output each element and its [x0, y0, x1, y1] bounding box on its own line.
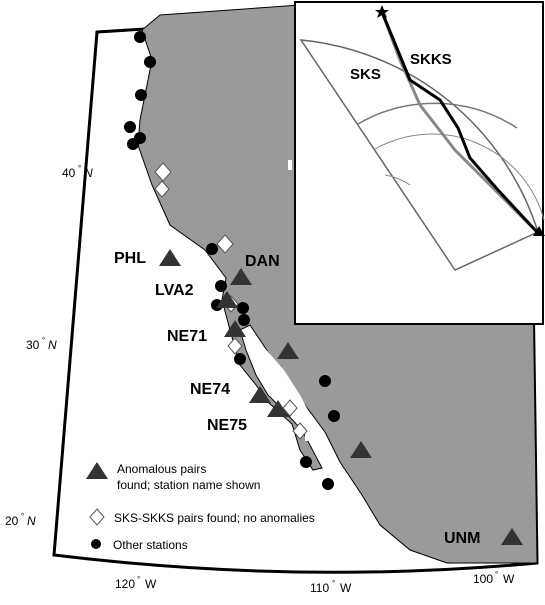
- inset-frame: [294, 1, 544, 325]
- legend-other-label: Other stations: [113, 538, 188, 552]
- diamond-marker: [154, 162, 172, 182]
- other-stations: [124, 31, 340, 490]
- station-label-phl: PHL: [114, 250, 146, 267]
- svg-text:20: 20: [5, 514, 19, 528]
- lake: [305, 432, 308, 441]
- inset-earth-sector: [299, 39, 539, 271]
- station-dot: [237, 302, 249, 314]
- svg-text:30: 30: [26, 338, 40, 352]
- svg-text:W: W: [145, 577, 157, 591]
- lat-label-30: 30 ° N: [26, 336, 57, 352]
- svg-text:°: °: [42, 336, 45, 345]
- lon-label-110: 110 ° W: [310, 579, 352, 595]
- svg-text:100: 100: [473, 572, 493, 586]
- diamond-marker: [227, 337, 243, 355]
- svg-text:N: N: [48, 338, 57, 352]
- inset-skks-label: SKKS: [410, 51, 452, 68]
- station-dot: [322, 478, 334, 490]
- svg-text:40: 40: [62, 166, 76, 180]
- station-triangle-ne75: [267, 400, 289, 417]
- inset-inner-core: [384, 174, 411, 186]
- lon-label-100: 100 ° W: [473, 570, 515, 586]
- svg-text:110: 110: [310, 581, 329, 595]
- station-triangle-ne74: [249, 386, 271, 403]
- diamond-marker: [154, 180, 170, 198]
- station-label-ne75: NE75: [207, 417, 247, 434]
- diamond-marker: [292, 422, 308, 440]
- station-dot: [134, 31, 146, 43]
- station-dot: [238, 314, 250, 326]
- inset-skks-ray: [380, 11, 539, 234]
- inset-outer-core: [357, 102, 518, 129]
- inset: SKS SKKS: [294, 1, 545, 325]
- lat-label-20: 20 ° N: [5, 512, 36, 528]
- lon-label-120: 120 ° W: [115, 575, 157, 591]
- station-dot: [319, 375, 331, 387]
- anomalous-stations: [159, 249, 523, 545]
- station-dot: [144, 56, 156, 68]
- diamond-marker: [282, 399, 298, 417]
- station-dot: [124, 121, 136, 133]
- legend-diamond-icon: [89, 508, 105, 526]
- station-dot: [328, 410, 340, 422]
- lat-label-40: 40 ° N: [62, 164, 93, 180]
- station-label-lva2: LVA2: [155, 282, 194, 299]
- station-label-ne74: NE74: [190, 381, 230, 398]
- legend-triangle-icon: [86, 462, 108, 479]
- legend-anomalous-label: Anomalous pairs: [117, 462, 206, 476]
- svg-text:°: °: [78, 164, 81, 173]
- svg-text:120: 120: [115, 577, 135, 591]
- station-dot: [206, 243, 218, 255]
- inset-receiver-triangle: [533, 226, 545, 236]
- svg-text:°: °: [332, 579, 335, 588]
- station-label-unm: UNM: [444, 530, 480, 547]
- svg-text:N: N: [27, 514, 36, 528]
- station-triangle: [350, 441, 372, 458]
- station-label-ne71: NE71: [167, 328, 207, 345]
- legend-no-anomaly-label: SKS-SKKS pairs found; no anomalies: [114, 511, 315, 525]
- inset-source-star: [375, 5, 389, 18]
- station-dot: [300, 456, 312, 468]
- svg-text:°: °: [137, 575, 140, 584]
- lake: [288, 160, 292, 170]
- inset-inner-arc: [374, 133, 545, 221]
- station-labels: PHL DAN LVA2 NE71 NE74 NE75 UNM: [114, 250, 480, 547]
- svg-text:°: °: [21, 512, 24, 521]
- station-triangle-unm: [501, 528, 523, 545]
- diamond-marker: [216, 234, 234, 254]
- inset-sks-label: SKS: [350, 66, 381, 83]
- station-dot: [135, 89, 147, 101]
- station-triangle-dan: [230, 268, 252, 285]
- svg-text:°: °: [495, 570, 498, 579]
- station-triangle-lva2: [216, 291, 238, 308]
- legend: Anomalous pairs found; station name show…: [86, 462, 315, 552]
- station-triangle: [277, 342, 299, 359]
- svg-text:W: W: [503, 572, 515, 586]
- station-triangle-phl: [159, 249, 181, 266]
- station-triangle-ne71: [224, 320, 246, 337]
- station-dot: [215, 280, 227, 292]
- legend-anomalous-label-2: found; station name shown: [117, 478, 260, 492]
- station-label-dan: DAN: [245, 253, 280, 270]
- station-dot: [234, 353, 246, 365]
- svg-text:N: N: [84, 166, 93, 180]
- station-dot: [127, 138, 139, 150]
- legend-dot-icon: [91, 539, 101, 549]
- svg-text:W: W: [340, 581, 352, 595]
